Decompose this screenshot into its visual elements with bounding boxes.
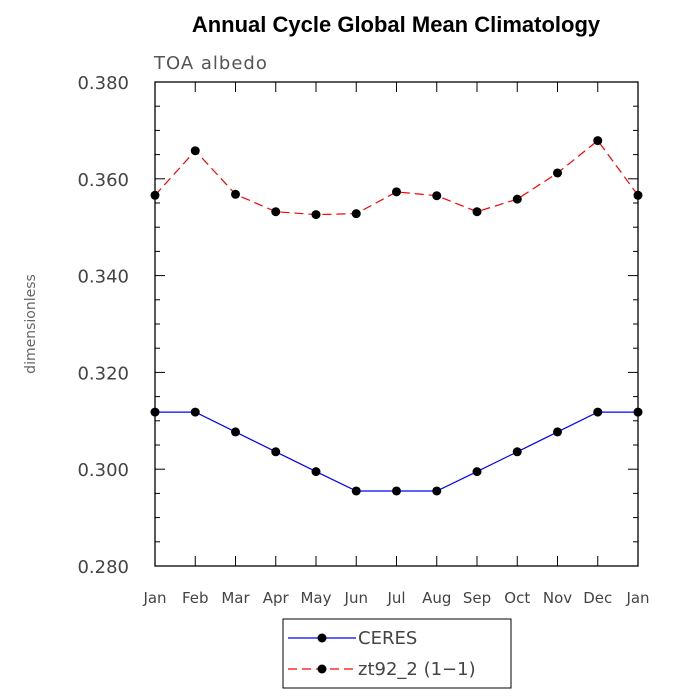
legend-marker-1 (317, 633, 327, 643)
x-tick-label: Aug (422, 589, 451, 607)
x-axis: Jan Feb Mar Apr May Jun Jul Aug Sep Oct Nov Dec Jan (142, 82, 650, 607)
legend-label-1: CERES (358, 628, 417, 649)
series-line-2 (154, 139, 639, 216)
legend: CERES zt92_2 (1−1) (282, 618, 512, 689)
y-tick-label: 0.280 (77, 557, 129, 578)
x-tick-label: Jan (142, 589, 166, 607)
x-tick-label: Dec (583, 589, 612, 607)
y-axis: 0.280 0.300 0.320 0.340 0.360 0.380 (77, 73, 638, 578)
data-point-series-2 (392, 187, 401, 197)
x-tick-label: Jan (625, 589, 649, 607)
data-point-series-2 (472, 207, 482, 217)
x-tick-label: Feb (182, 589, 209, 607)
data-point-series-2 (633, 190, 643, 200)
data-point-series-2 (432, 191, 442, 201)
y-axis-label: dimensionless (23, 274, 39, 374)
x-tick-label: Sep (463, 589, 491, 607)
data-point-series-1 (190, 407, 200, 417)
data-point-series-2 (512, 194, 522, 204)
data-point-series-1 (593, 407, 603, 417)
legend-label-2: zt92_2 (1−1) (358, 659, 476, 680)
x-tick-label: Jul (386, 589, 405, 607)
data-point-series-1 (472, 467, 482, 477)
x-tick-label: Jun (344, 589, 368, 607)
y-tick-label: 0.380 (77, 73, 129, 94)
x-tick-label: Oct (504, 589, 530, 607)
data-point-series-2 (271, 207, 281, 217)
data-point-series-2 (593, 136, 603, 146)
data-point-series-1 (633, 407, 643, 417)
data-point-series-1 (553, 427, 562, 437)
legend-marker-2 (317, 664, 327, 674)
data-point-series-2 (190, 146, 200, 156)
data-point-series-2 (553, 168, 562, 178)
data-point-series-2 (150, 190, 160, 200)
data-point-series-1 (271, 447, 281, 457)
data-point-series-1 (351, 486, 361, 496)
y-tick-label: 0.340 (77, 267, 129, 288)
x-tick-label: May (300, 589, 331, 607)
series-layer (150, 136, 643, 496)
y-tick-label: 0.320 (77, 363, 129, 384)
x-tick-label: Mar (221, 589, 250, 607)
y-tick-label: 0.300 (77, 460, 129, 481)
data-point-series-1 (150, 407, 160, 417)
data-point-series-1 (311, 467, 321, 477)
data-point-series-1 (392, 486, 401, 496)
chart-subtitle: TOA albedo (153, 53, 268, 74)
data-point-series-1 (231, 427, 240, 437)
legend-box (282, 618, 512, 689)
y-tick-label: 0.360 (77, 170, 129, 191)
data-point-series-1 (512, 447, 522, 457)
data-point-series-2 (311, 210, 321, 220)
data-point-series-2 (231, 189, 240, 199)
x-tick-label: Nov (543, 589, 572, 607)
series-line-1 (155, 411, 638, 492)
data-point-series-2 (351, 209, 361, 219)
chart-title: Annual Cycle Global Mean Climatology (192, 12, 601, 37)
x-tick-label: Apr (263, 589, 290, 607)
data-point-series-1 (432, 486, 442, 496)
